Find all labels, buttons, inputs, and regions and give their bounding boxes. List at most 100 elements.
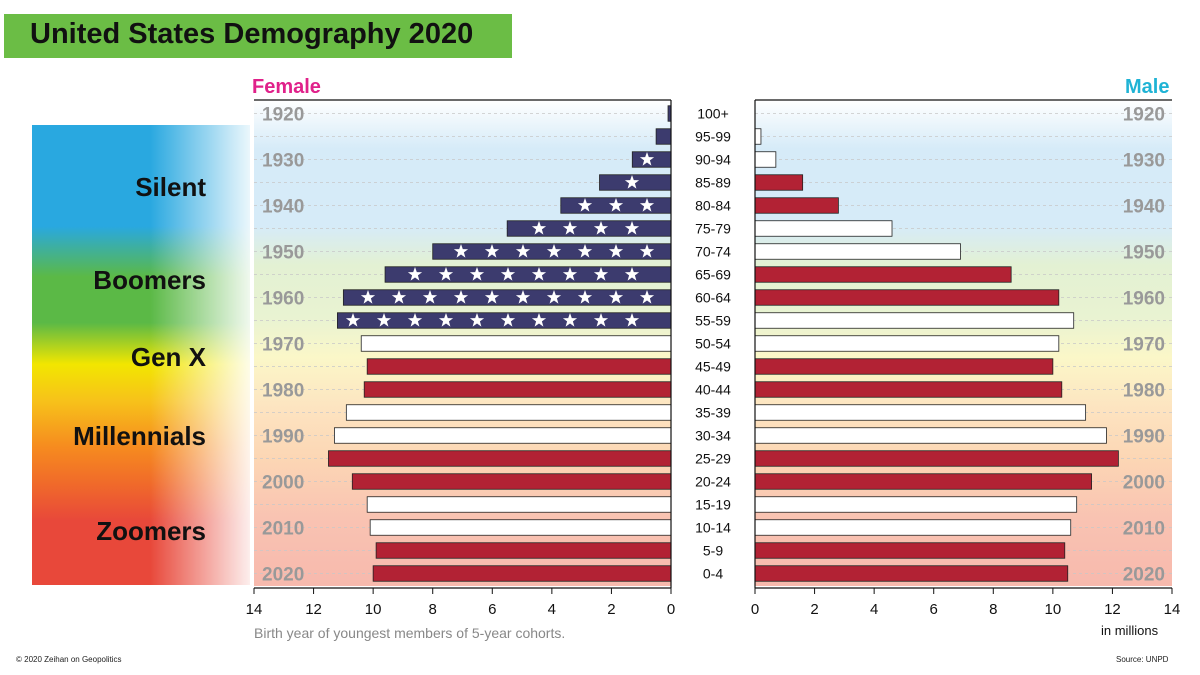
flag-star (562, 267, 578, 281)
male-bar-35-39 (754, 404, 1087, 421)
male-bar-65-69 (754, 266, 1012, 283)
flag-star (391, 290, 407, 304)
female-bar-10-14 (369, 519, 672, 536)
flag-star (593, 221, 609, 235)
flag-star (562, 221, 578, 235)
female-bar-5-9 (375, 542, 672, 559)
female-bar-50-54 (360, 335, 672, 352)
male-bar-30-34 (754, 427, 1107, 444)
birth-year-label-left: 2010 (262, 519, 304, 540)
x-tick-label-male: 8 (989, 601, 997, 618)
age-label: 45-49 (695, 359, 731, 375)
age-label: 75-79 (695, 221, 731, 237)
flag-star (639, 198, 655, 212)
generation-label-genx: Gen X (130, 342, 206, 372)
unit-label: in millions (1101, 623, 1159, 638)
age-label: 15-19 (695, 497, 731, 513)
age-label: 40-44 (695, 382, 731, 398)
x-tick-label-female: 0 (667, 601, 675, 618)
title-banner (4, 14, 512, 58)
age-label: 0-4 (703, 566, 723, 582)
chart-title: United States Demography 2020 (30, 18, 474, 50)
flag-star (360, 290, 376, 304)
birth-year-label-right: 1970 (1123, 335, 1165, 356)
flag-star (453, 290, 469, 304)
female-bar-90-94 (631, 151, 672, 168)
female-bar-95-99 (655, 128, 672, 145)
flag-star (531, 267, 547, 281)
female-bar-75-79 (506, 220, 672, 237)
age-label: 25-29 (695, 451, 731, 467)
flag-star (639, 152, 655, 166)
flag-star (500, 313, 516, 327)
flag-star (376, 313, 392, 327)
flag-star (484, 244, 500, 258)
birth-year-label-left: 1940 (262, 197, 304, 218)
birth-year-label-left: 1970 (262, 335, 304, 356)
birth-year-label-left: 1980 (262, 381, 304, 402)
birth-year-label-right: 1940 (1123, 197, 1165, 218)
male-bar-95-99 (754, 128, 762, 145)
age-label: 35-39 (695, 405, 731, 421)
flag-star (407, 267, 423, 281)
age-label: 5-9 (703, 543, 723, 559)
female-bar-60-64 (342, 289, 672, 306)
generation-label-millennials: Millennials (73, 421, 206, 451)
male-bar-50-54 (754, 335, 1060, 352)
flag-star (453, 244, 469, 258)
flag-star (531, 313, 547, 327)
flag-star (422, 290, 438, 304)
birth-year-label-left: 1950 (262, 243, 304, 264)
x-tick-label-male: 2 (810, 601, 818, 618)
age-label: 65-69 (695, 267, 731, 283)
flag-star (639, 290, 655, 304)
generation-label-zoomers: Zoomers (96, 516, 206, 546)
x-tick-label-female: 10 (365, 601, 382, 618)
x-tick-label-male: 14 (1164, 601, 1181, 618)
female-bar-15-19 (366, 496, 672, 513)
birth-year-note: Birth year of youngest members of 5-year… (254, 625, 566, 641)
male-bar-5-9 (754, 542, 1066, 559)
female-bar-25-29 (328, 450, 672, 467)
age-label: 60-64 (695, 290, 731, 306)
x-tick-label-female: 4 (548, 601, 556, 618)
age-label: 10-14 (695, 520, 731, 536)
birth-year-label-left: 1960 (262, 289, 304, 310)
age-label: 90-94 (695, 152, 731, 168)
male-bar-70-74 (754, 243, 961, 260)
birth-year-label-right: 1950 (1123, 243, 1165, 264)
male-bar-15-19 (754, 496, 1078, 513)
x-tick-label-female: 2 (607, 601, 615, 618)
female-bar-45-49 (366, 358, 672, 375)
x-tick-label-male: 6 (930, 601, 938, 618)
generation-band-fade (150, 120, 260, 590)
female-bar-0-4 (372, 565, 672, 582)
female-bar-40-44 (363, 381, 672, 398)
flag-star (624, 313, 640, 327)
flag-star (608, 244, 624, 258)
age-label: 50-54 (695, 336, 731, 352)
flag-star (515, 244, 531, 258)
flag-star (593, 313, 609, 327)
x-tick-label-male: 10 (1045, 601, 1062, 618)
flag-star (500, 267, 516, 281)
male-bar-25-29 (754, 450, 1119, 467)
female-label: Female (252, 76, 321, 98)
male-bar-55-59 (754, 312, 1075, 329)
flag-star (577, 290, 593, 304)
birth-year-label-right: 2010 (1123, 519, 1165, 540)
birth-year-label-left: 1920 (262, 105, 304, 126)
male-bar-75-79 (754, 220, 893, 237)
male-bar-80-84 (754, 197, 839, 214)
flag-star (624, 221, 640, 235)
center-gap (671, 100, 755, 586)
flag-star (531, 221, 547, 235)
birth-year-label-left: 2000 (262, 473, 304, 494)
female-bar-30-34 (334, 427, 672, 444)
flag-star (484, 290, 500, 304)
male-bar-90-94 (754, 151, 777, 168)
flag-star (624, 267, 640, 281)
age-label: 85-89 (695, 175, 731, 191)
flag-star (593, 267, 609, 281)
